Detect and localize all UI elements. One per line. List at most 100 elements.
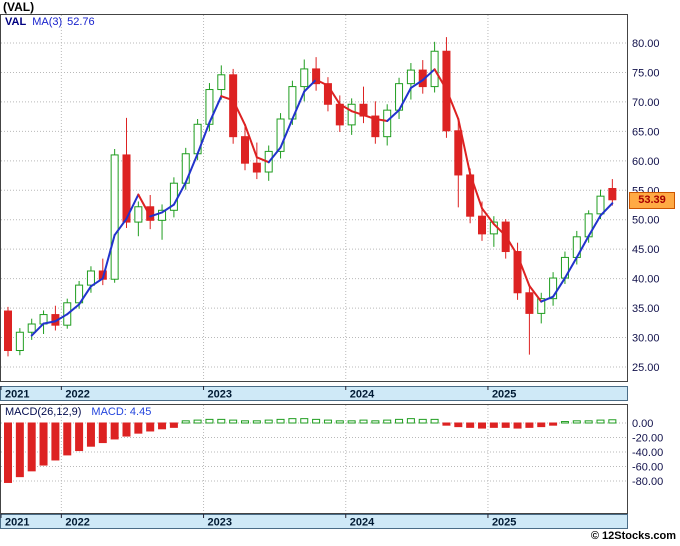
ma-line-segment bbox=[255, 156, 270, 164]
price-axis-label: 60.00 bbox=[632, 156, 660, 168]
macd-bar-negative bbox=[525, 422, 534, 428]
ma-line-segment bbox=[149, 211, 164, 218]
year-label: 2025 bbox=[492, 517, 516, 529]
macd-bar-positive bbox=[335, 420, 344, 424]
ma-line-segment bbox=[540, 295, 555, 303]
price-axis-label: 50.00 bbox=[632, 215, 660, 227]
price-axis-label: 35.00 bbox=[632, 303, 660, 315]
macd-bar-negative bbox=[549, 422, 558, 426]
ma-line-segment bbox=[42, 320, 57, 325]
macd-bar-negative bbox=[27, 422, 36, 472]
price-axis-label: 65.00 bbox=[632, 126, 660, 138]
candle-up bbox=[406, 69, 415, 85]
ma-line-segment bbox=[30, 322, 45, 337]
price-axis-label: 80.00 bbox=[632, 38, 660, 50]
macd-axis-label: -40.00 bbox=[632, 447, 663, 459]
candle-up bbox=[300, 68, 309, 88]
macd-bar-positive bbox=[264, 419, 273, 424]
candle-up bbox=[596, 195, 605, 215]
macd-bar-negative bbox=[122, 422, 131, 437]
price-legend: VAL MA(3) 52.76 bbox=[5, 16, 95, 28]
ma-line-segment bbox=[208, 95, 223, 124]
macd-axis-label: -80.00 bbox=[632, 476, 663, 488]
ma-line-segment bbox=[267, 146, 282, 164]
candle-down bbox=[323, 83, 332, 105]
candle-up bbox=[347, 103, 356, 126]
year-label: 2021 bbox=[5, 389, 29, 401]
ma-line-segment bbox=[279, 117, 294, 149]
legend-ma-value: 52.76 bbox=[67, 16, 95, 28]
candle-down bbox=[525, 292, 534, 314]
macd-label: MACD(26,12,9) bbox=[5, 406, 82, 418]
macd-bar-negative bbox=[63, 422, 72, 456]
ma-line-segment bbox=[54, 313, 69, 323]
macd-bar-negative bbox=[158, 422, 167, 430]
ma-line-segment bbox=[338, 103, 353, 113]
candle-down bbox=[252, 162, 261, 173]
ma-line-segment bbox=[66, 303, 81, 316]
ma-line-segment bbox=[161, 203, 175, 214]
ma-line-segment bbox=[445, 88, 460, 120]
candle-down bbox=[608, 188, 617, 201]
candle-down bbox=[335, 103, 344, 126]
ma-line-segment bbox=[504, 234, 519, 257]
macd-bar-negative bbox=[110, 422, 119, 440]
macd-axis-label: 0.00 bbox=[632, 418, 653, 430]
candle-down bbox=[241, 136, 249, 164]
candle-down bbox=[146, 206, 155, 221]
candle-up bbox=[15, 331, 24, 352]
last-price-tag: 53.39 bbox=[629, 191, 675, 209]
ma-line-segment bbox=[78, 285, 92, 306]
ma-line-segment bbox=[433, 68, 448, 91]
ma-line-segment bbox=[326, 84, 341, 106]
macd-bar-positive bbox=[359, 419, 368, 424]
candle-up bbox=[383, 109, 392, 138]
ma-line-segment bbox=[457, 117, 472, 175]
page-title: (VAL) bbox=[3, 0, 35, 14]
year-label: 2023 bbox=[208, 517, 232, 529]
macd-bar-negative bbox=[454, 422, 463, 428]
candle-down bbox=[478, 215, 486, 235]
macd-bar-negative bbox=[15, 422, 24, 478]
price-axis-label: 30.00 bbox=[632, 333, 660, 345]
year-label: 2021 bbox=[5, 517, 29, 529]
macd-legend: MACD(26,12,9) MACD: 4.45 bbox=[5, 406, 151, 418]
year-label: 2024 bbox=[350, 517, 375, 529]
candle-down bbox=[312, 68, 321, 85]
ma-line-segment bbox=[362, 114, 377, 120]
candle-up bbox=[537, 298, 546, 314]
macd-bar-negative bbox=[134, 422, 143, 434]
candle-down bbox=[122, 154, 131, 223]
macd-bar-negative bbox=[75, 422, 84, 452]
ma-line-segment bbox=[196, 121, 211, 155]
year-label: 2024 bbox=[350, 389, 375, 401]
ma-line-segment bbox=[469, 172, 483, 210]
macd-bar-positive bbox=[572, 420, 581, 424]
macd-bar-positive bbox=[300, 418, 309, 424]
macd-bar-positive bbox=[395, 418, 404, 424]
macd-bar-positive bbox=[323, 419, 332, 424]
ma-line-segment bbox=[587, 214, 602, 238]
ma-line-segment bbox=[101, 234, 116, 280]
price-axis-label: 40.00 bbox=[632, 274, 660, 286]
ma-line-segment bbox=[291, 90, 306, 120]
macd-bar-positive bbox=[584, 420, 593, 424]
candle-up bbox=[27, 323, 36, 333]
macd-bar-negative bbox=[169, 422, 178, 428]
price-axis-label: 70.00 bbox=[632, 97, 660, 109]
ma-line-segment bbox=[89, 277, 104, 288]
candle-up bbox=[86, 270, 95, 286]
copyright-label: © 12Stocks.com bbox=[590, 530, 676, 542]
macd-bar-positive bbox=[193, 419, 202, 424]
ma-line-segment bbox=[137, 193, 152, 218]
ma-line-segment bbox=[350, 110, 365, 117]
legend-ma-label: MA(3) bbox=[32, 16, 63, 28]
ma-line-segment bbox=[409, 79, 424, 89]
ma-line-segment bbox=[563, 256, 578, 280]
year-label: 2023 bbox=[208, 389, 232, 401]
ma-line-segment bbox=[125, 193, 140, 220]
ma-line-segment bbox=[232, 99, 246, 126]
ma-line-segment bbox=[184, 152, 199, 184]
ma-line-segment bbox=[552, 277, 566, 298]
